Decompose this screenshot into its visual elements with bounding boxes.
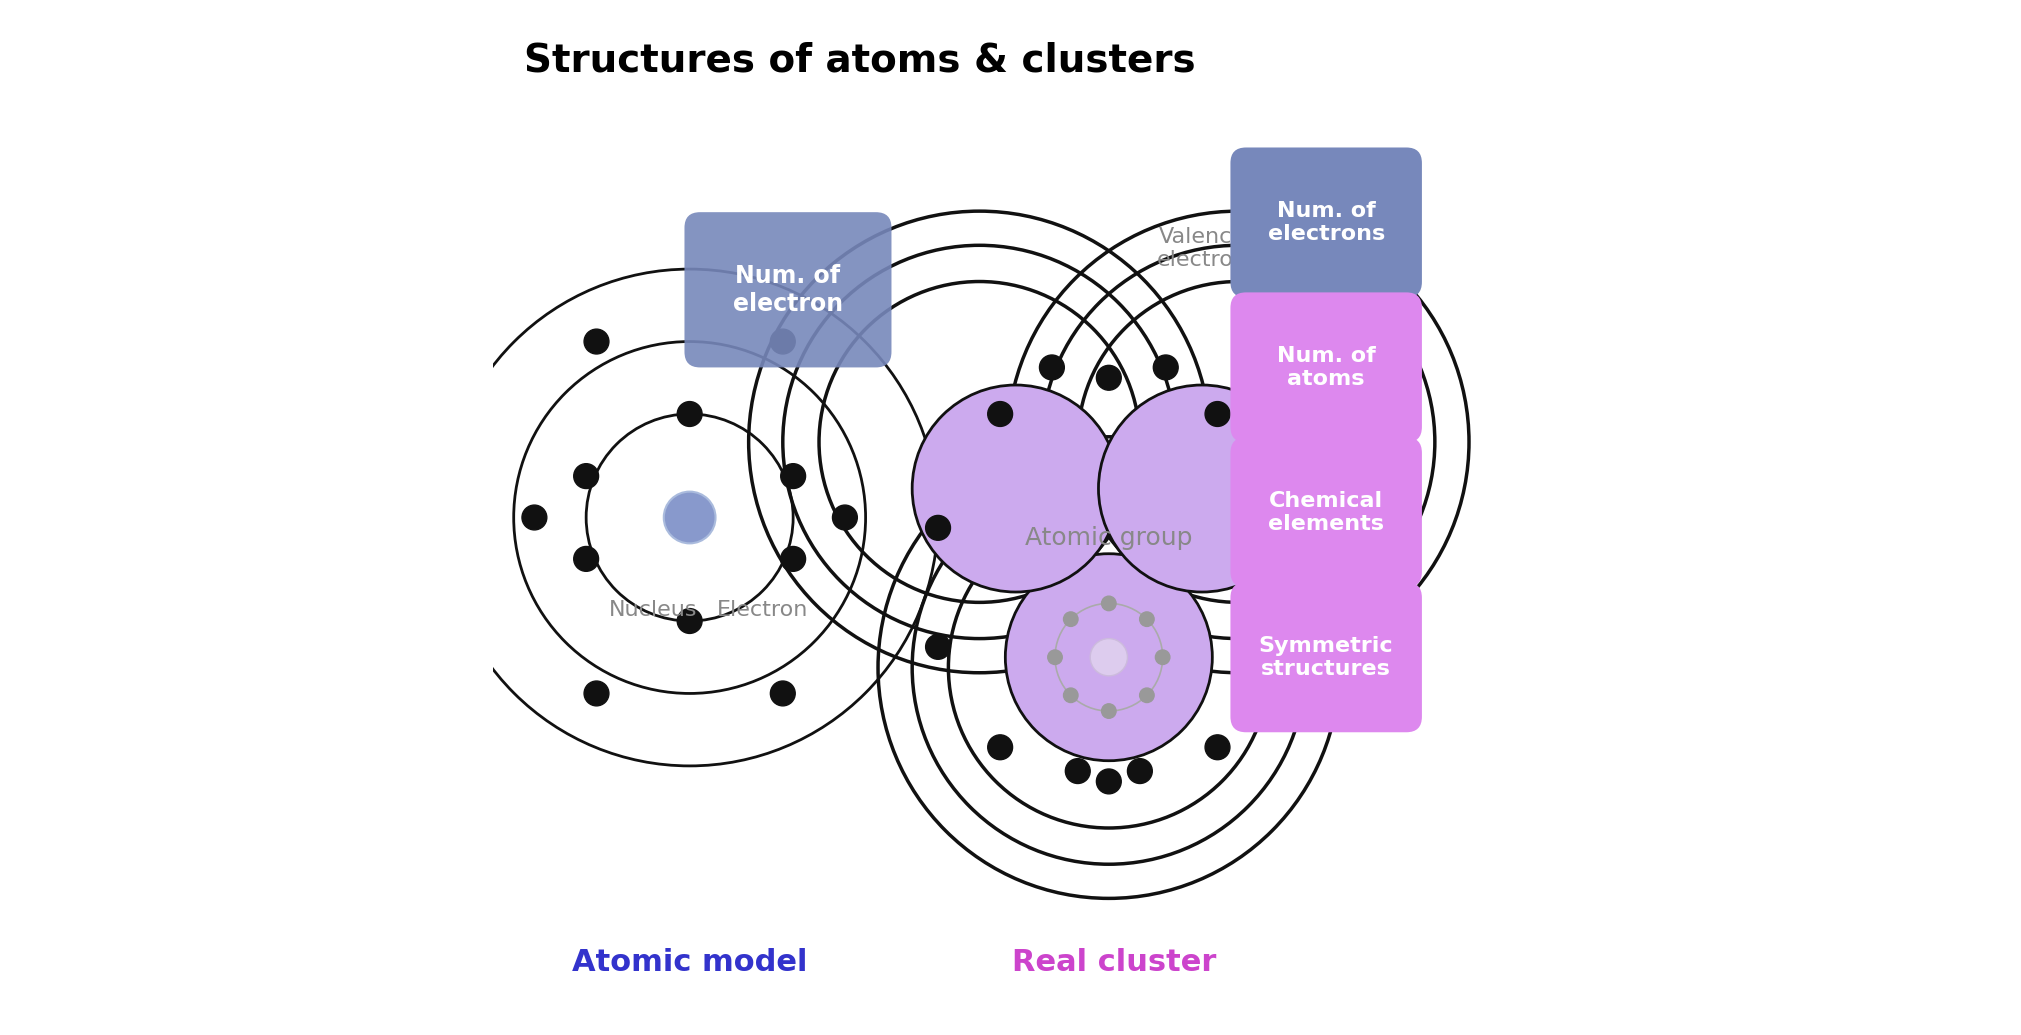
Circle shape: [1004, 554, 1213, 761]
Circle shape: [521, 505, 548, 530]
Circle shape: [1097, 769, 1122, 794]
Circle shape: [1128, 759, 1152, 783]
FancyBboxPatch shape: [1231, 437, 1423, 588]
Circle shape: [677, 609, 701, 633]
Text: Chemical
elements: Chemical elements: [1267, 491, 1384, 534]
Circle shape: [1156, 650, 1170, 664]
Circle shape: [1065, 759, 1089, 783]
Circle shape: [911, 385, 1120, 592]
Circle shape: [1205, 402, 1231, 426]
FancyBboxPatch shape: [685, 212, 891, 367]
Circle shape: [1101, 704, 1116, 718]
Circle shape: [1101, 596, 1116, 611]
Circle shape: [574, 546, 598, 571]
Circle shape: [1089, 639, 1128, 676]
Circle shape: [1039, 355, 1065, 380]
Text: Electron: Electron: [715, 600, 808, 620]
Circle shape: [1267, 634, 1291, 659]
Text: Structures of atoms & clusters: Structures of atoms & clusters: [523, 41, 1196, 80]
Text: Num. of
electron: Num. of electron: [734, 264, 843, 316]
Circle shape: [780, 464, 806, 489]
Circle shape: [584, 681, 608, 706]
Text: Num. of
electrons: Num. of electrons: [1267, 201, 1384, 244]
Circle shape: [1047, 650, 1063, 664]
Text: Num. of
atoms: Num. of atoms: [1277, 346, 1376, 389]
FancyBboxPatch shape: [1231, 292, 1423, 443]
Circle shape: [663, 492, 715, 543]
Circle shape: [926, 634, 950, 659]
Circle shape: [584, 329, 608, 354]
Text: Symmetric
structures: Symmetric structures: [1259, 635, 1394, 679]
Circle shape: [770, 329, 794, 354]
Circle shape: [770, 681, 794, 706]
Circle shape: [1063, 612, 1077, 626]
Circle shape: [1097, 365, 1122, 390]
Circle shape: [988, 735, 1013, 760]
Circle shape: [833, 505, 857, 530]
Circle shape: [1063, 688, 1077, 703]
Circle shape: [1267, 515, 1291, 540]
Circle shape: [926, 515, 950, 540]
Text: Real cluster: Real cluster: [1013, 948, 1217, 977]
Text: Atomic model: Atomic model: [572, 948, 808, 977]
FancyBboxPatch shape: [1231, 582, 1423, 733]
Text: Valence
electron: Valence electron: [1156, 227, 1247, 270]
Circle shape: [780, 546, 806, 571]
Circle shape: [1099, 385, 1306, 592]
Text: Atomic group: Atomic group: [1025, 526, 1192, 551]
Circle shape: [1140, 688, 1154, 703]
Circle shape: [1205, 735, 1231, 760]
Circle shape: [574, 464, 598, 489]
Circle shape: [1140, 612, 1154, 626]
Circle shape: [677, 402, 701, 426]
Circle shape: [1154, 355, 1178, 380]
Circle shape: [988, 402, 1013, 426]
Text: Nucleus: Nucleus: [608, 600, 697, 620]
FancyBboxPatch shape: [1231, 147, 1423, 298]
